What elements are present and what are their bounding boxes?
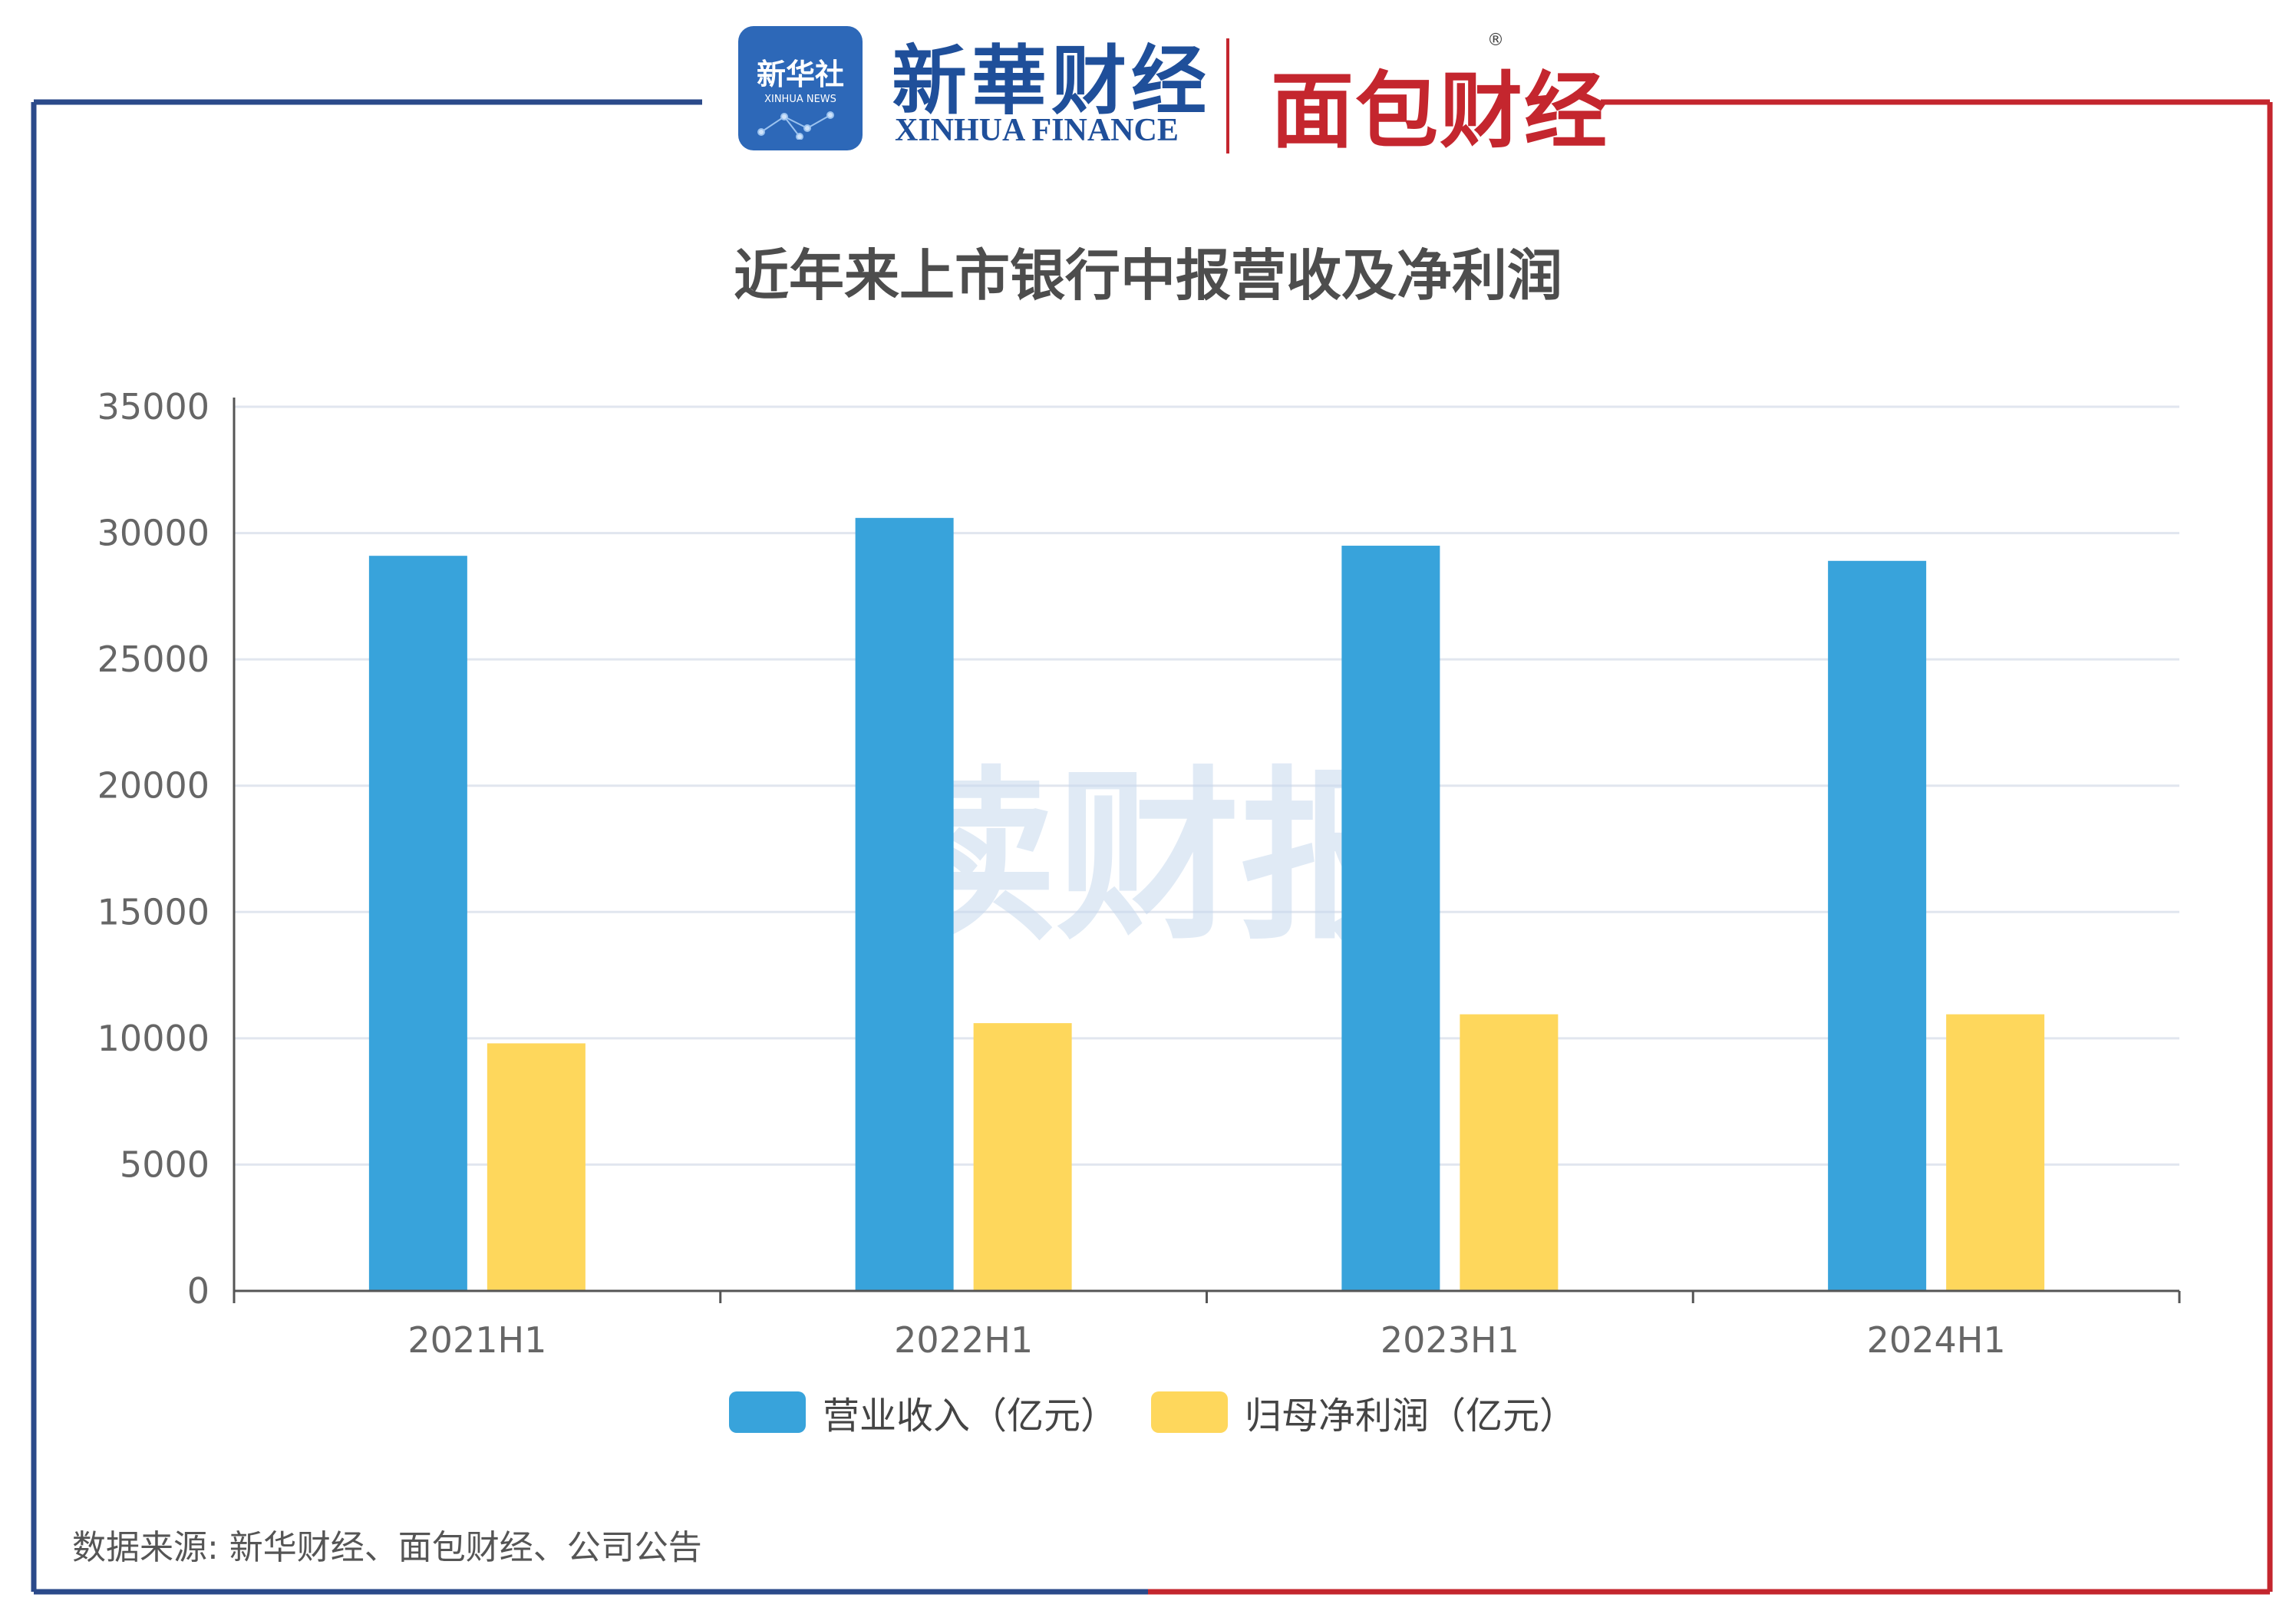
y-tick-label: 35000 xyxy=(97,386,209,427)
watermark: 读财报 xyxy=(872,750,1424,965)
header-logos: 新华社 XINHUA NEWS 新華财经 XINHUA FINANCE 面包财经… xyxy=(0,15,2296,161)
y-tick-label: 30000 xyxy=(97,513,209,554)
chart-title: 近年来上市银行中报营收及净利润 xyxy=(733,243,1562,308)
legend-item-revenue[interactable]: 营业收入（亿元） xyxy=(729,1381,1117,1443)
bar-revenue-2023H1[interactable] xyxy=(1341,546,1440,1291)
bar-profit-2022H1[interactable] xyxy=(973,1023,1072,1291)
bars-layer xyxy=(368,517,2045,1291)
legend-label-revenue: 营业收入（亿元） xyxy=(823,1395,1118,1438)
network-icon xyxy=(757,111,834,140)
y-tick-label: 25000 xyxy=(97,639,209,680)
xinhua-news-logo: 新华社 XINHUA NEWS xyxy=(738,26,863,150)
chart-legend: 营业收入（亿元） 归母净利润（亿元） xyxy=(0,1381,2296,1443)
xinhua-finance-logo-cn: 新華财经 xyxy=(892,37,1212,125)
x-tick-label: 2021H1 xyxy=(407,1319,546,1361)
x-tick-label: 2022H1 xyxy=(894,1319,1033,1361)
legend-label-profit: 归母净利润（亿元） xyxy=(1245,1395,1577,1438)
legend-swatch-revenue xyxy=(729,1391,806,1433)
bar-profit-2023H1[interactable] xyxy=(1460,1014,1559,1291)
xinhua-finance-logo-en: XINHUA FINANCE xyxy=(895,113,1179,148)
bar-profit-2024H1[interactable] xyxy=(1946,1014,2045,1291)
y-tick-label: 15000 xyxy=(97,891,209,932)
bar-profit-2021H1[interactable] xyxy=(487,1043,586,1291)
x-tick-label: 2024H1 xyxy=(1867,1319,2006,1361)
bar-revenue-2021H1[interactable] xyxy=(368,556,467,1291)
x-tick-label: 2023H1 xyxy=(1381,1319,1519,1361)
y-tick-label: 5000 xyxy=(120,1144,209,1185)
y-tick-label: 0 xyxy=(187,1270,209,1312)
registered-mark: ® xyxy=(1487,31,1504,50)
mianbao-finance-logo: 面包财经 xyxy=(1271,64,1609,160)
logo-divider xyxy=(1226,38,1229,153)
bar-revenue-2024H1[interactable] xyxy=(1828,560,1927,1291)
legend-item-profit[interactable]: 归母净利润（亿元） xyxy=(1151,1381,1576,1443)
y-tick-label: 10000 xyxy=(97,1018,209,1059)
axis-layer: 0 5000 10000 15000 20000 25000 30000 35000 2021H… xyxy=(97,386,2181,1361)
xinhua-badge-subtext: XINHUA NEWS xyxy=(764,94,836,105)
legend-swatch-profit xyxy=(1151,1391,1228,1433)
data-source-note: 数据来源: 新华财经、面包财经、公司公告 xyxy=(72,1528,702,1567)
xinhua-badge-text: 新华社 xyxy=(756,58,844,91)
y-tick-label: 20000 xyxy=(97,765,209,807)
bar-revenue-2022H1[interactable] xyxy=(855,517,954,1291)
